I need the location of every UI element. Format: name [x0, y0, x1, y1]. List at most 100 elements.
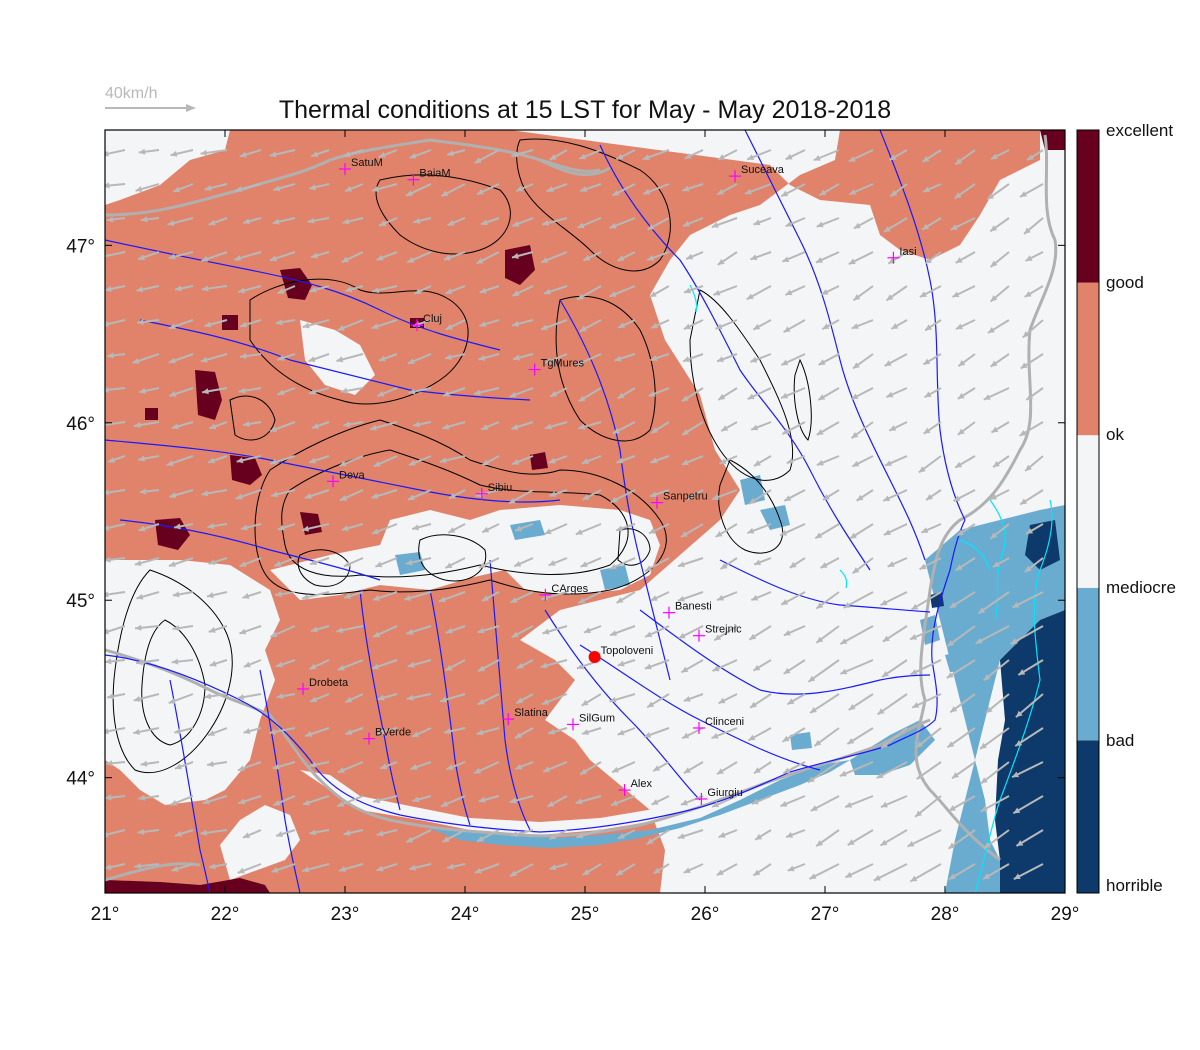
- wind-arrowhead: [1013, 873, 1021, 880]
- wind-arrowhead: [171, 865, 179, 872]
- wind-arrowhead: [650, 595, 658, 601]
- wind-arrowhead: [750, 356, 758, 363]
- wind-arrowhead: [583, 255, 591, 261]
- wind-arrowhead: [849, 532, 857, 539]
- wind-arrowhead: [923, 358, 931, 365]
- wind-arrowhead: [373, 461, 381, 467]
- wind-arrowhead: [780, 529, 788, 536]
- wind-arrowhead: [744, 188, 752, 195]
- wind-arrowhead: [990, 153, 998, 160]
- wind-arrowhead: [611, 766, 619, 773]
- wind-arrowhead: [137, 318, 144, 325]
- wind-arrowhead: [1026, 528, 1034, 534]
- wind-arrowhead: [173, 186, 181, 193]
- wind-arrowhead: [243, 832, 250, 838]
- wind-arrowhead: [950, 224, 958, 230]
- wind-arrowhead: [614, 355, 622, 362]
- chart-title: Thermal conditions at 15 LST for May - M…: [279, 96, 891, 124]
- city-label: Strejnic: [705, 624, 742, 636]
- wind-arrowhead: [270, 255, 278, 262]
- wind-arrowhead: [340, 387, 348, 394]
- wind-arrowhead: [201, 490, 209, 497]
- wind-arrowhead: [474, 867, 482, 874]
- wind-arrowhead: [541, 594, 549, 601]
- wind-arrowhead: [782, 428, 790, 435]
- wind-arrowhead: [438, 596, 446, 603]
- wind-arrowhead: [717, 188, 725, 195]
- wind-arrowhead: [303, 799, 310, 806]
- wind-arrowhead: [852, 460, 860, 467]
- wind-arrowhead: [304, 493, 312, 499]
- wind-arrowhead: [371, 493, 379, 499]
- wind-arrowhead: [990, 360, 998, 367]
- wind-arrowhead: [277, 524, 285, 531]
- wind-arrowhead: [277, 389, 285, 396]
- wind-arrowhead: [309, 761, 317, 768]
- wind-arrowhead: [476, 729, 484, 736]
- wind-arrowhead: [310, 252, 318, 259]
- city-label: Deva: [339, 469, 366, 481]
- wind-arrowhead: [718, 832, 726, 838]
- wind-arrowhead: [750, 254, 758, 261]
- wind-arrowhead: [376, 865, 384, 872]
- wind-arrowhead: [379, 220, 387, 226]
- wind-arrowhead: [712, 801, 720, 808]
- wind-arrowhead: [612, 189, 620, 196]
- wind-arrowhead: [682, 185, 690, 192]
- wind-arrowhead: [548, 560, 556, 566]
- wind-arrowhead: [616, 525, 624, 532]
- wind-arrowhead: [343, 829, 351, 836]
- wind-arrowhead: [337, 801, 345, 807]
- wind-arrowhead: [474, 157, 482, 164]
- wind-arrowhead: [311, 423, 319, 429]
- wind-arrowhead: [309, 184, 317, 191]
- wind-arrowhead: [171, 658, 179, 665]
- x-tick-label: 27°: [811, 904, 840, 925]
- wind-arrowhead: [751, 594, 759, 601]
- wind-arrowhead: [946, 672, 954, 679]
- wind-arrowhead: [818, 394, 826, 400]
- wind-arrowhead: [786, 457, 794, 464]
- wind-arrowhead: [138, 794, 146, 801]
- wind-arrowhead: [953, 495, 961, 502]
- wind-arrowhead: [916, 741, 924, 748]
- y-tick-label: 47°: [66, 236, 95, 257]
- wind-arrowhead: [1010, 638, 1018, 645]
- wind-arrowhead: [447, 219, 455, 226]
- x-tick-label: 22°: [211, 904, 240, 925]
- wind-arrowhead: [200, 356, 208, 363]
- wind-arrowhead: [717, 594, 725, 601]
- wind-arrowhead: [784, 495, 792, 501]
- wind-arrowhead: [616, 153, 624, 160]
- wind-arrowhead: [167, 220, 175, 226]
- wind-arrowhead: [275, 319, 283, 326]
- wind-arrowhead: [683, 867, 691, 873]
- wind-arrowhead: [548, 728, 556, 735]
- wind-arrowhead: [848, 258, 856, 265]
- wind-arrowhead: [839, 770, 847, 777]
- colorbar-segment: [1077, 282, 1099, 436]
- wind-arrowhead: [134, 421, 141, 428]
- wind-arrowhead: [712, 494, 720, 500]
- wind-arrowhead: [711, 732, 719, 739]
- wind-arrowhead: [240, 353, 247, 360]
- wind-arrowhead: [175, 830, 182, 837]
- city-marker: [567, 718, 579, 731]
- wind-arrowhead: [990, 493, 998, 500]
- wind-arrowhead: [755, 833, 763, 840]
- wind-arrowhead: [439, 457, 447, 464]
- wind-arrowhead: [926, 494, 933, 501]
- wind-arrowhead: [542, 699, 550, 705]
- wind-arrowhead: [853, 222, 861, 229]
- wind-arrowhead: [681, 459, 689, 466]
- wind-arrowhead: [781, 392, 789, 399]
- wind-arrowhead: [476, 188, 484, 195]
- wind-arrowhead: [847, 839, 855, 846]
- wind-arrowhead: [990, 532, 998, 539]
- wind-arrowhead: [405, 559, 413, 566]
- wind-arrowhead: [747, 393, 755, 400]
- wind-arrowhead: [105, 182, 110, 189]
- wind-arrowhead: [686, 253, 694, 260]
- wind-arrowhead: [983, 394, 991, 400]
- wind-arrowhead: [1025, 464, 1032, 472]
